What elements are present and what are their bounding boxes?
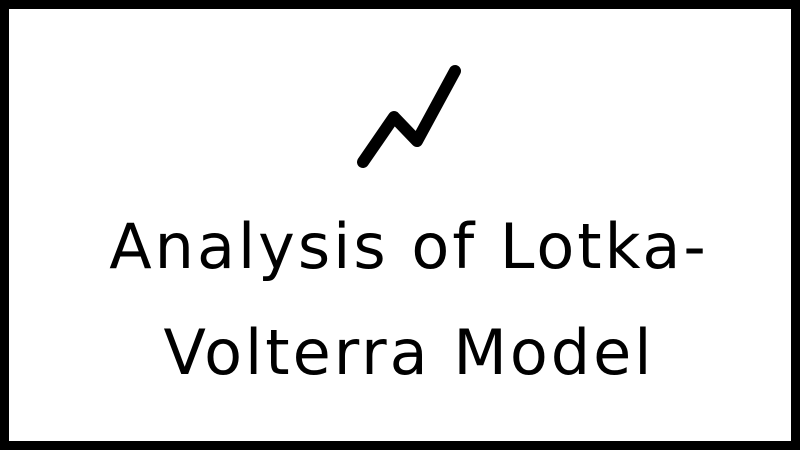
title-line-1: Analysis of Lotka- — [109, 210, 709, 283]
zigzag-stroke — [357, 65, 461, 168]
zigzag-lightning-icon — [357, 65, 461, 168]
title-line-2: Volterra Model — [163, 316, 655, 389]
